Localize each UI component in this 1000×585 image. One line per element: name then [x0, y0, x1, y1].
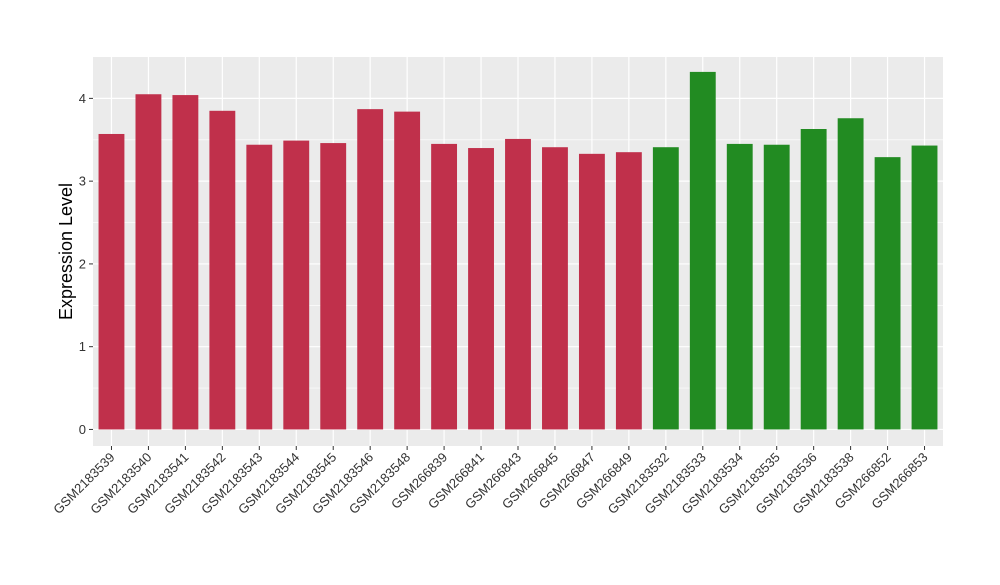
bar — [911, 145, 938, 430]
bar — [726, 143, 753, 430]
y-tick-label: 2 — [79, 256, 86, 271]
y-tick-label: 4 — [79, 91, 86, 106]
bar — [689, 71, 716, 430]
bar — [209, 110, 236, 430]
bar — [468, 148, 494, 430]
y-tick-label: 1 — [79, 339, 86, 354]
bar — [542, 147, 568, 430]
bar — [98, 133, 125, 430]
y-axis-title: Expression Level — [56, 183, 76, 320]
bar — [172, 95, 199, 430]
bar — [615, 152, 642, 430]
y-tick-label: 3 — [79, 174, 86, 189]
bar — [800, 129, 827, 430]
bars — [98, 71, 938, 430]
x-axis: GSM2183539GSM2183540GSM2183541GSM2183542… — [50, 446, 931, 517]
bar — [431, 143, 458, 430]
bar — [246, 144, 273, 430]
bar — [505, 138, 531, 430]
bar — [763, 144, 790, 430]
bar — [394, 111, 421, 430]
bar — [283, 140, 310, 430]
bar — [320, 143, 347, 430]
bar — [357, 109, 384, 430]
bar — [837, 118, 864, 430]
y-tick-label: 0 — [79, 422, 86, 437]
y-axis: 0 1 2 3 4 — [79, 91, 93, 437]
bar — [135, 94, 162, 430]
bar — [652, 147, 679, 430]
bar — [874, 157, 901, 430]
bar — [578, 153, 605, 430]
